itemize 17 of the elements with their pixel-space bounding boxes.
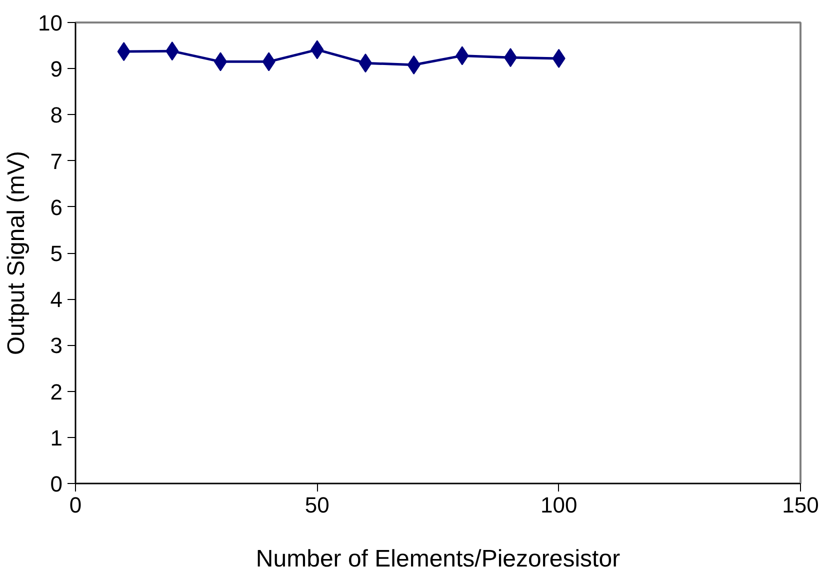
x-tick-label: 0	[69, 492, 82, 518]
y-tick-label: 10	[38, 10, 63, 36]
y-tick-label: 9	[50, 56, 63, 82]
x-tick-label: 100	[540, 492, 578, 518]
y-tick-label: 1	[50, 425, 63, 450]
y-tick-label: 7	[50, 148, 63, 174]
x-tick-label: 150	[782, 492, 819, 518]
y-tick-label: 0	[50, 472, 63, 496]
y-tick-label: 4	[50, 287, 63, 312]
y-tick-label: 3	[50, 333, 63, 358]
x-axis-title: Number of Elements/Piezoresistor	[256, 546, 620, 572]
y-tick-label: 5	[50, 241, 63, 266]
y-axis-title: Output Signal (mV)	[3, 150, 30, 356]
y-tick-label: 2	[50, 379, 63, 404]
x-tick-label: 50	[304, 492, 330, 518]
y-tick-label: 6	[50, 194, 63, 220]
y-tick-label: 8	[50, 102, 63, 128]
